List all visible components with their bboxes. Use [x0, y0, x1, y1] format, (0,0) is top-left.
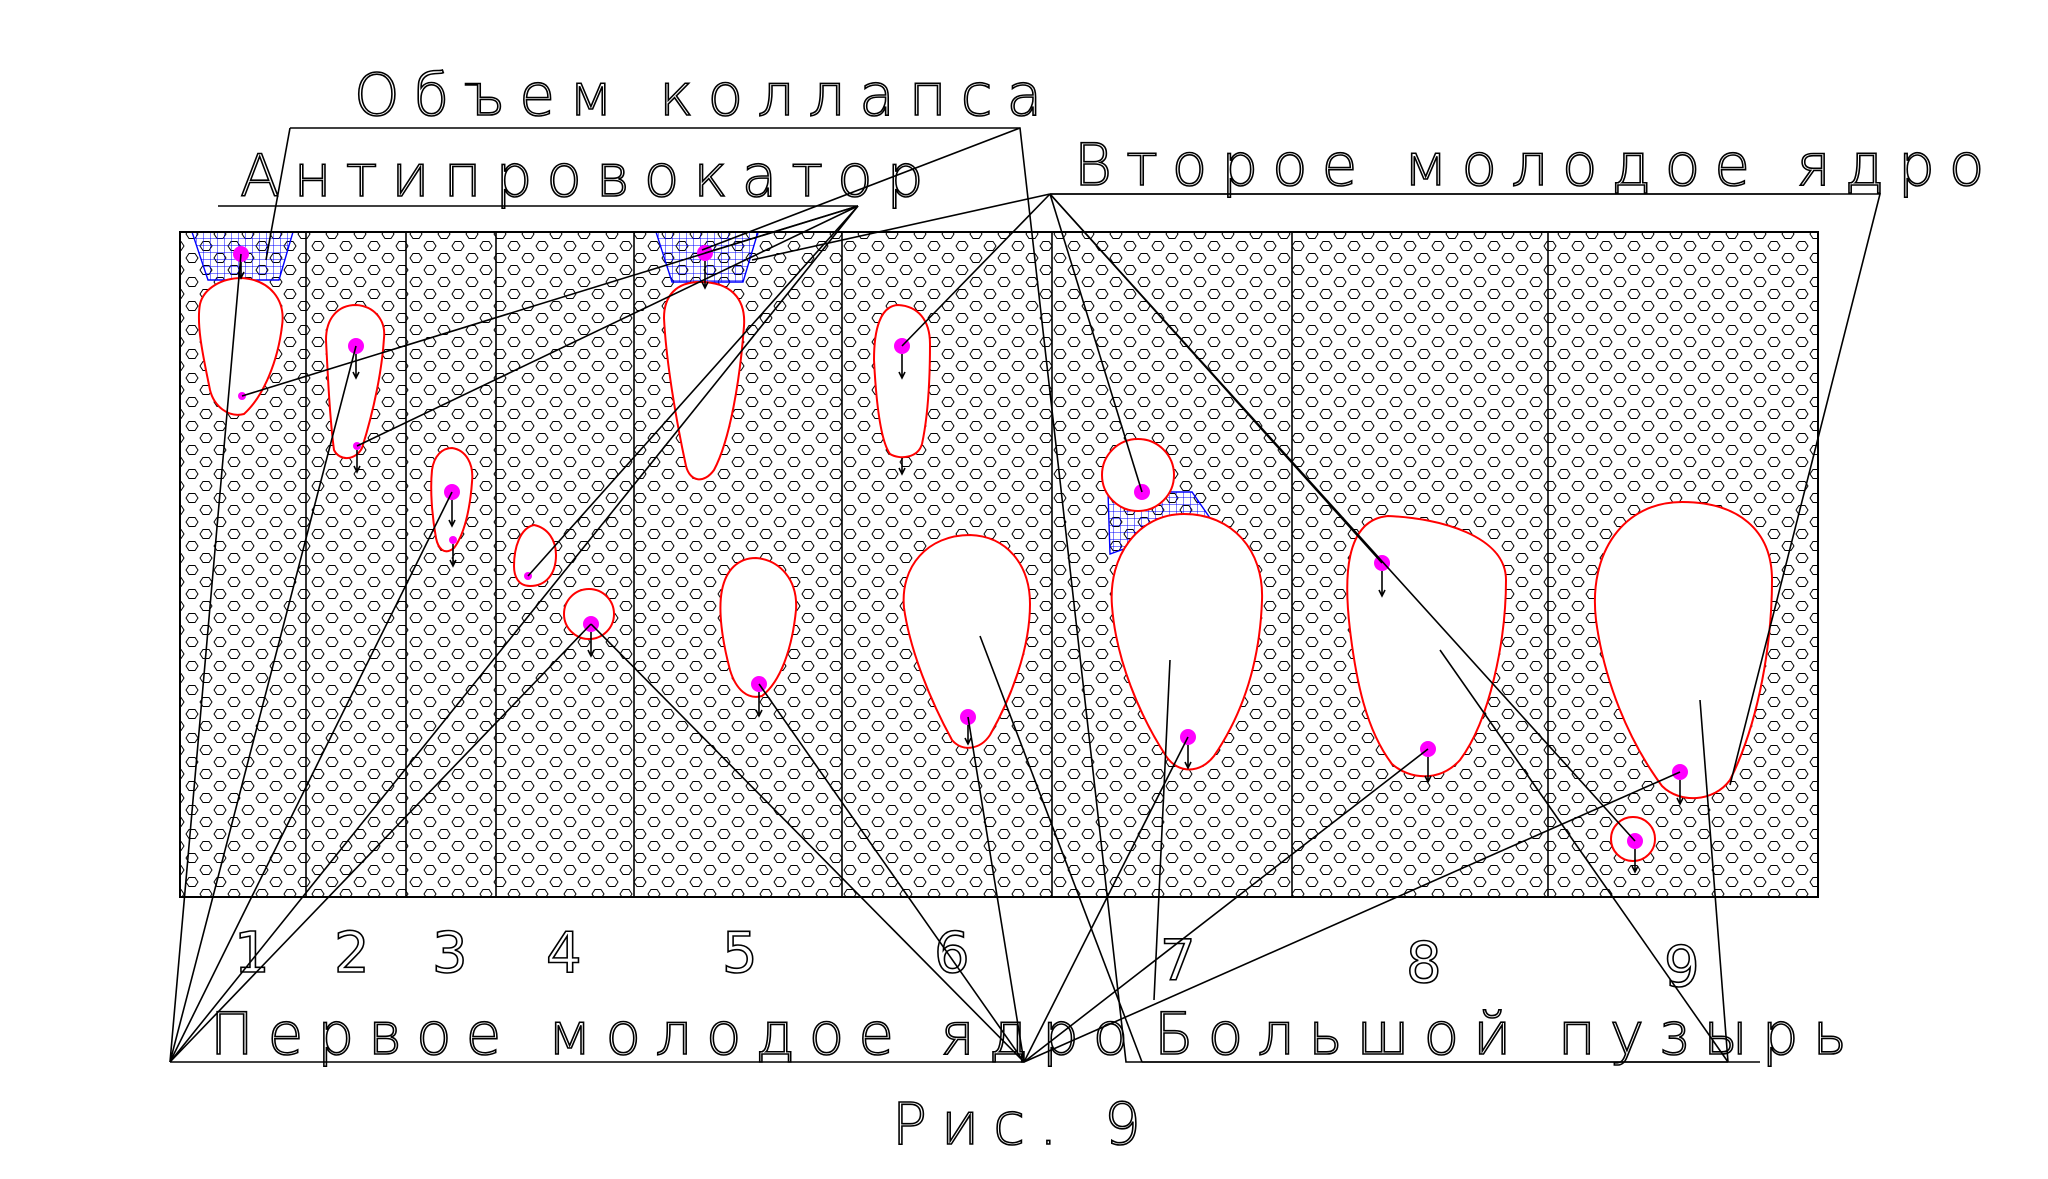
stage-number-4: 4	[546, 921, 582, 986]
bubble-stage-1	[197, 276, 284, 416]
label-collapse-volume: Объем коллапса	[354, 61, 1056, 129]
figure-caption: Рис. 9	[892, 1090, 1155, 1158]
chamber-frame	[179, 231, 1819, 898]
leader-lines-first-young-nucleus	[169, 253, 1681, 1063]
bubble-stage-5-upper	[662, 280, 746, 481]
bubble-stage-8	[1346, 514, 1508, 778]
bubble-stage-7-large	[1110, 512, 1264, 771]
stage-number-2: 2	[334, 921, 370, 986]
stage-number-7: 7	[1160, 929, 1196, 994]
stage-number-8: 8	[1406, 931, 1442, 996]
label-first-young-nucleus: Первое молодое ядро	[210, 1000, 1142, 1068]
label-second-young-nucleus: Второе молодое ядро	[1074, 131, 1998, 199]
stage-number-5: 5	[722, 921, 758, 986]
leader-lines-big-bubble	[979, 635, 1729, 1063]
label-antiprovocator: Антипровокатор	[240, 142, 937, 210]
bubble-stage-7-small	[1101, 438, 1175, 512]
bubble-stage-4b	[563, 588, 615, 640]
leader-lines-second-young-nucleus	[751, 193, 1882, 842]
bubble-stage-6-upper	[872, 303, 932, 459]
leader-lines-collapse-volume	[265, 127, 1760, 1063]
bubble-stage-2	[324, 303, 386, 459]
motion-arrows	[237, 261, 1684, 874]
stage-number-9: 9	[1664, 935, 1700, 1000]
bubble-stage-9	[1593, 500, 1774, 799]
stage-number-6: 6	[934, 921, 970, 986]
bubble-stage-6-lower	[902, 533, 1032, 749]
bubble-stage-5-lower	[719, 556, 798, 698]
bubble-stage-4	[512, 523, 558, 588]
nucleus	[449, 536, 457, 544]
stage-number-3: 3	[432, 921, 468, 986]
leader-lines-antiprovocator	[169, 205, 859, 1063]
label-big-bubble: Большой пузырь	[1154, 1000, 1861, 1068]
stage-number-1: 1	[234, 921, 270, 986]
